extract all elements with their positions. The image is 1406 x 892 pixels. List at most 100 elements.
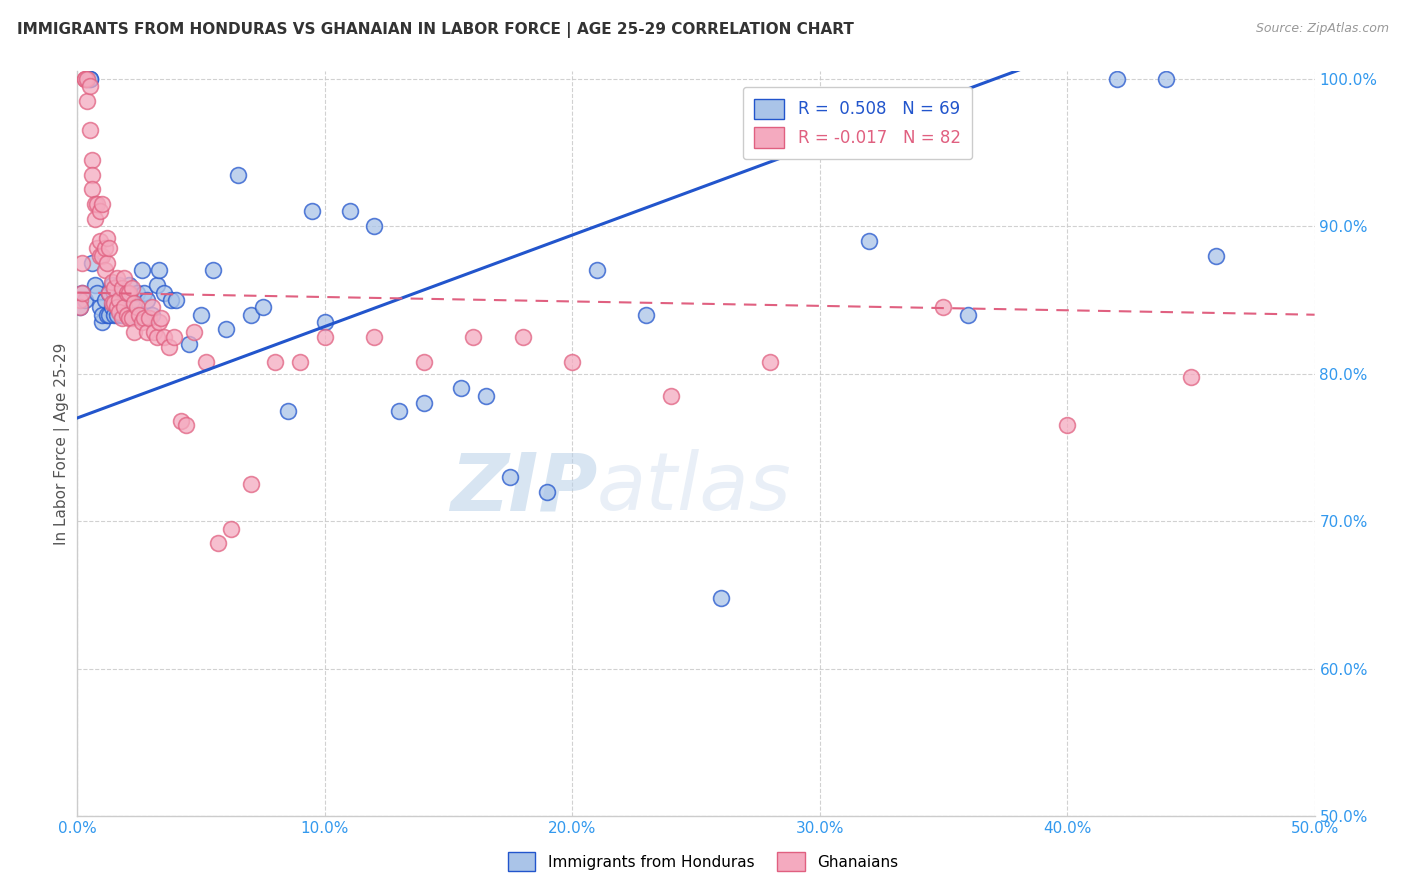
Point [101,278,124,293]
Point [76,94,98,108]
Point [101,275,124,289]
Point [83,197,105,211]
Point [759,355,782,369]
Point [363,330,385,344]
Point [153,285,176,300]
Point [96,231,118,245]
Point [69,293,91,307]
Point [177,337,200,351]
Point [79,79,101,94]
Point [288,355,311,369]
Point [202,263,225,277]
Point [83,211,105,226]
Text: ZIP: ZIP [450,450,598,527]
Point [215,322,238,336]
Point [128,308,150,322]
Point [150,310,173,325]
Point [101,296,124,310]
Point [89,234,111,248]
Point [450,381,472,395]
Point [86,241,108,255]
Point [195,355,218,369]
Point [91,315,114,329]
Y-axis label: In Labor Force | Age 25-29: In Labor Force | Age 25-29 [55,343,70,545]
Point [69,301,91,315]
Point [957,308,980,322]
Point [98,285,121,300]
Point [412,355,434,369]
Point [72,285,94,300]
Point [79,71,101,86]
Text: Source: ZipAtlas.com: Source: ZipAtlas.com [1256,22,1389,36]
Point [128,308,150,322]
Text: IMMIGRANTS FROM HONDURAS VS GHANAIAN IN LABOR FORCE | AGE 25-29 CORRELATION CHAR: IMMIGRANTS FROM HONDURAS VS GHANAIAN IN … [17,22,853,38]
Point [73,71,96,86]
Point [69,301,91,315]
Point [105,301,128,315]
Point [474,389,496,403]
Point [108,305,131,319]
Point [82,153,104,167]
Point [98,308,121,322]
Point [1180,369,1202,384]
Point [277,403,299,417]
Point [98,241,121,255]
Point [101,301,124,315]
Point [89,249,111,263]
Point [239,308,262,322]
Point [314,315,336,329]
Point [91,197,114,211]
Point [157,340,180,354]
Point [145,278,167,293]
Point [93,293,115,307]
Point [122,308,145,322]
Point [73,71,96,86]
Point [125,285,148,300]
Point [148,263,170,277]
Point [207,536,229,550]
Point [659,389,682,403]
Point [174,418,197,433]
Point [141,301,163,315]
Point [134,310,156,325]
Point [112,293,135,307]
Point [153,330,176,344]
Point [76,71,98,86]
Point [96,256,118,270]
Point [252,301,274,315]
Point [111,285,134,300]
Point [512,330,534,344]
Point [1154,71,1177,86]
Point [141,308,163,322]
Point [79,71,101,86]
Point [363,219,385,234]
Point [98,285,121,300]
Point [72,256,94,270]
Point [134,285,156,300]
Point [105,293,128,307]
Point [135,293,157,307]
Point [165,293,187,307]
Point [108,293,131,307]
Point [1105,71,1128,86]
Point [76,71,98,86]
Point [143,326,166,340]
Point [160,293,183,307]
Legend: Immigrants from Honduras, Ghanaians: Immigrants from Honduras, Ghanaians [502,847,904,877]
Point [121,310,143,325]
Point [115,308,138,322]
Point [264,355,287,369]
Point [170,414,193,428]
Point [463,330,485,344]
Point [115,308,138,322]
Point [121,281,143,295]
Point [103,296,125,310]
Point [138,310,160,325]
Point [858,234,880,248]
Point [125,301,148,315]
Point [93,241,115,255]
Point [145,330,167,344]
Point [388,403,411,417]
Point [183,326,205,340]
Point [111,310,134,325]
